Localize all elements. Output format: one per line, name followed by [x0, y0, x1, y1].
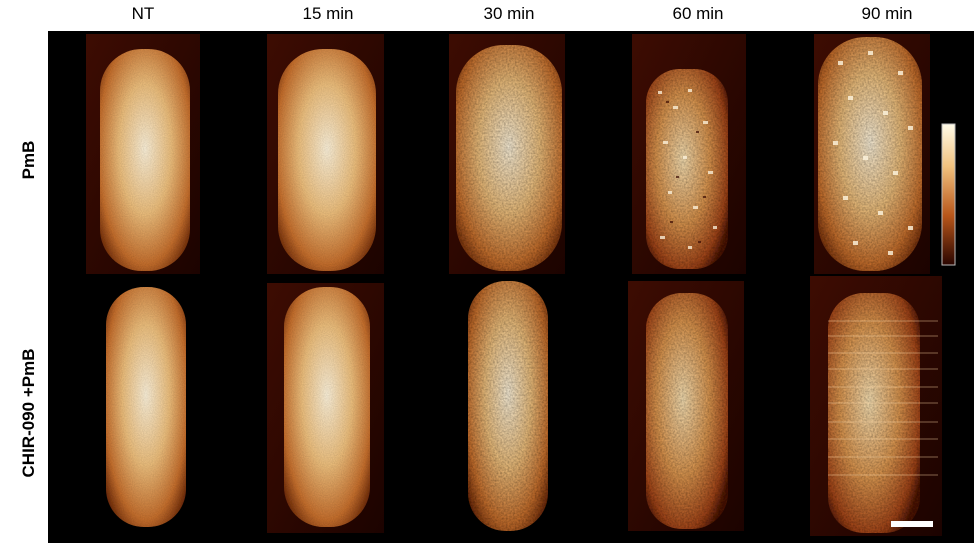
afm-image-svg — [86, 34, 956, 543]
column-label-30min: 30 min — [483, 4, 535, 23]
cell-chir-30min — [468, 281, 548, 531]
cell-pmb-nt — [100, 49, 190, 271]
height-colorbar — [941, 123, 956, 266]
surface-texture-pmb-90min — [833, 51, 913, 255]
scale-bar — [891, 521, 933, 527]
cell-chir-60min — [646, 293, 728, 529]
cell-pmb-30min — [456, 45, 562, 271]
column-label-90min: 90 min — [861, 4, 913, 23]
column-label-60min: 60 min — [672, 4, 724, 23]
cell-chir-nt — [106, 287, 186, 527]
cell-chir-15min — [284, 287, 370, 527]
cell-chir-90min — [828, 293, 920, 533]
cell-pmb-60min — [646, 69, 728, 269]
cell-pmb-15min — [278, 49, 376, 271]
row-label-chir090-pmb: CHIR-090 +PmB — [19, 348, 38, 478]
column-label-15min: 15 min — [302, 4, 354, 23]
column-label-nt: NT — [131, 4, 155, 23]
afm-image-grid — [48, 31, 974, 543]
cell-pmb-90min — [818, 37, 922, 271]
surface-texture-pmb-60min — [658, 89, 717, 249]
surface-pits-pmb-60min — [666, 101, 706, 243]
row-label-pmb: PmB — [19, 140, 38, 180]
scan-streaks-chir-90min — [828, 320, 938, 476]
